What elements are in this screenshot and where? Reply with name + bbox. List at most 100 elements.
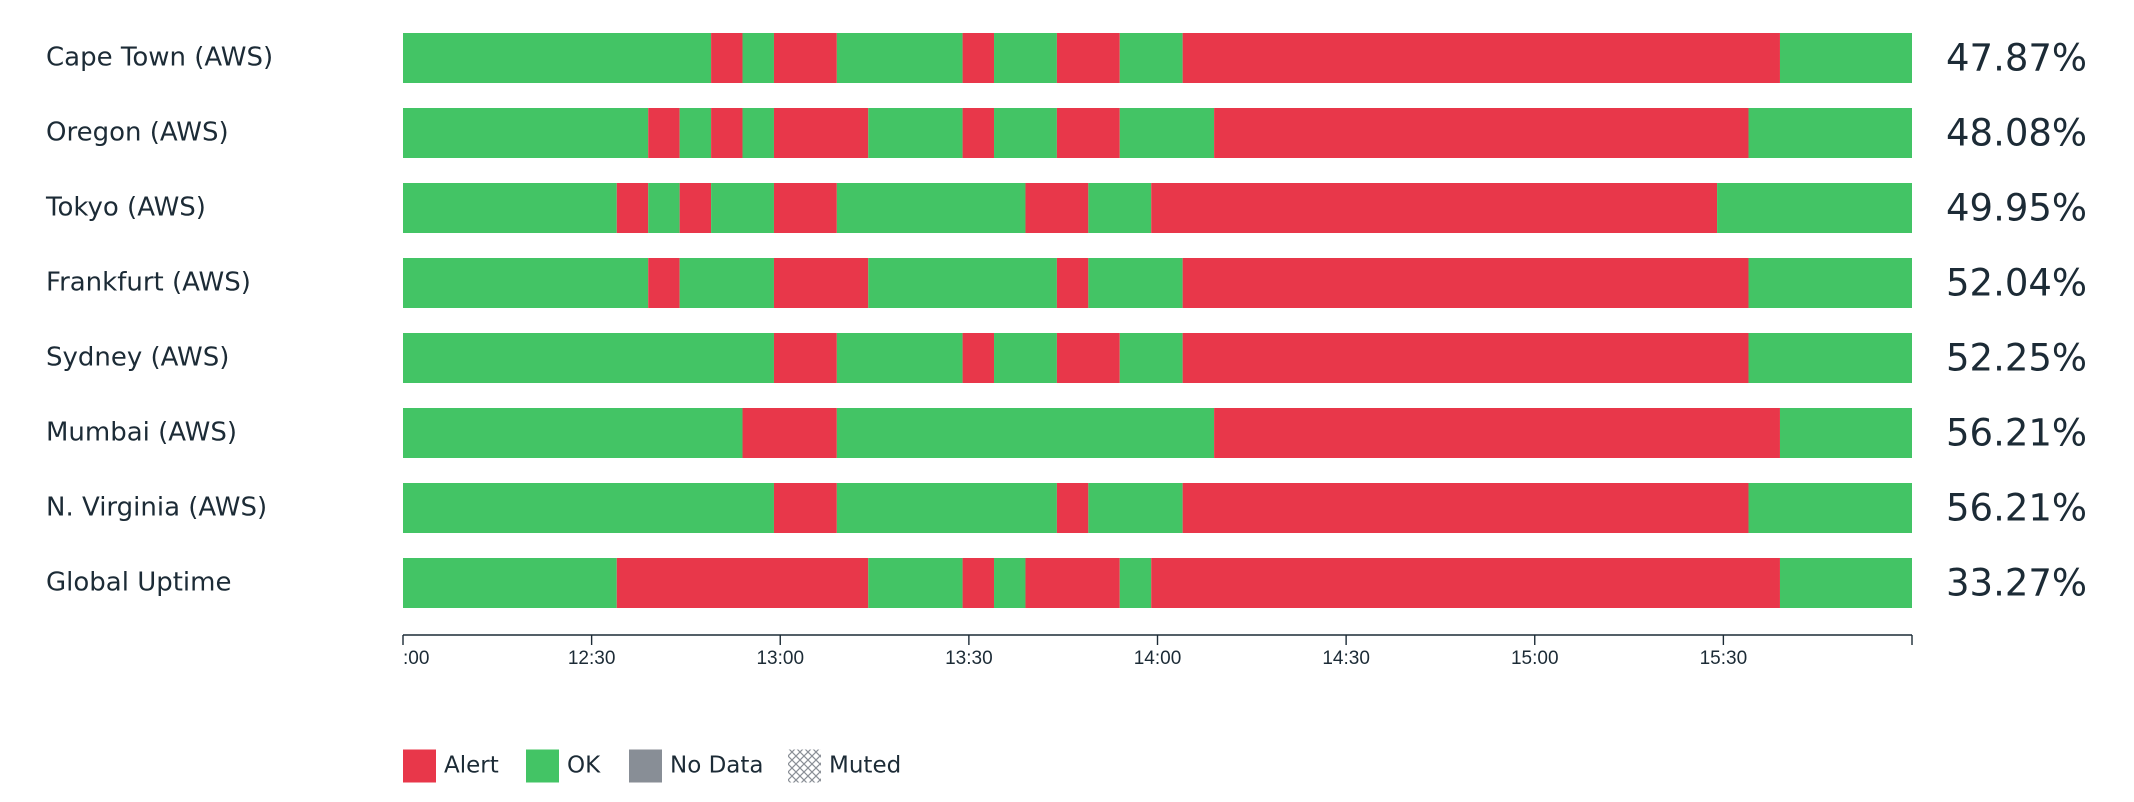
status-segment [1056, 258, 1089, 308]
status-segment [1748, 258, 1912, 308]
legend-label: No Data [670, 753, 764, 779]
status-segment [773, 483, 837, 533]
uptime-percentage: 48.08% [1946, 112, 2087, 155]
status-segment [1182, 258, 1749, 308]
status-segment [1056, 108, 1120, 158]
status-segment [1056, 33, 1120, 83]
row-label: Frankfurt (AWS) [46, 268, 251, 298]
status-segment [616, 183, 649, 233]
status-segment [1119, 108, 1215, 158]
status-segment [679, 258, 774, 308]
status-segment [1779, 408, 1912, 458]
legend-label: Alert [444, 753, 499, 779]
x-tick-label: 14:30 [1322, 648, 1370, 669]
status-segment [1779, 33, 1912, 83]
uptime-percentage: 56.21% [1946, 412, 2087, 455]
status-segment [1119, 33, 1183, 83]
status-segment [403, 558, 617, 608]
row-label: Sydney (AWS) [46, 343, 229, 373]
uptime-percentage: 33.27% [1946, 562, 2087, 605]
status-segment [679, 183, 712, 233]
status-segment [1025, 183, 1089, 233]
x-tick-label: 14:00 [1134, 648, 1182, 669]
status-segment [742, 33, 774, 83]
status-segment [742, 408, 837, 458]
status-segment [1151, 558, 1780, 608]
legend-swatch [629, 749, 662, 783]
status-segment [1088, 483, 1183, 533]
status-segment [1088, 183, 1152, 233]
status-segment [1748, 483, 1912, 533]
status-segment [403, 108, 649, 158]
status-segment [648, 183, 680, 233]
status-segment [742, 108, 774, 158]
status-segment [403, 333, 774, 383]
status-segment [962, 108, 995, 158]
status-segment [1182, 333, 1749, 383]
row-label: Cape Town (AWS) [46, 43, 273, 73]
status-segment [648, 258, 680, 308]
status-segment [403, 408, 743, 458]
uptime-percentage: 52.25% [1946, 337, 2087, 380]
status-segment [868, 108, 963, 158]
row-label: Global Uptime [46, 568, 231, 598]
status-segment [994, 108, 1057, 158]
status-segment [994, 333, 1057, 383]
status-segment [1025, 558, 1120, 608]
status-segment [1119, 558, 1152, 608]
x-tick-label: :00 [403, 648, 429, 669]
status-segment [1088, 258, 1183, 308]
status-segment [773, 333, 837, 383]
status-segment [1119, 333, 1183, 383]
x-tick-label: 13:00 [756, 648, 804, 669]
x-tick-label: 12:30 [568, 648, 616, 669]
legend-label: OK [567, 753, 601, 779]
status-segment [1056, 333, 1120, 383]
status-segment [1748, 108, 1912, 158]
row-label: Oregon (AWS) [46, 118, 229, 148]
status-segment [1717, 183, 1912, 233]
status-segment [836, 483, 1057, 533]
status-segment [836, 183, 1026, 233]
legend-swatch [788, 749, 821, 783]
status-segment [773, 258, 869, 308]
status-segment [773, 33, 837, 83]
status-segment [403, 483, 774, 533]
row-label: N. Virginia (AWS) [46, 493, 267, 523]
status-segment [962, 558, 995, 608]
status-segment [836, 33, 963, 83]
status-segment [994, 33, 1057, 83]
status-segment [1182, 483, 1749, 533]
row-label: Tokyo (AWS) [45, 193, 206, 223]
status-segment [962, 33, 995, 83]
row-label: Mumbai (AWS) [46, 418, 237, 448]
x-tick-label: 15:30 [1700, 648, 1748, 669]
status-segment [1151, 183, 1718, 233]
x-tick-label: 15:00 [1511, 648, 1559, 669]
status-segment [773, 183, 837, 233]
status-segment [679, 108, 712, 158]
status-segment [868, 258, 1057, 308]
status-segment [403, 258, 649, 308]
status-segment [616, 558, 869, 608]
status-segment [1214, 108, 1749, 158]
status-segment [962, 333, 995, 383]
status-segment [1779, 558, 1912, 608]
status-segment [1056, 483, 1089, 533]
legend-label: Muted [829, 753, 901, 779]
status-segment [773, 108, 869, 158]
uptime-percentage: 49.95% [1946, 187, 2087, 230]
status-segment [836, 333, 963, 383]
status-segment [711, 183, 774, 233]
status-segment [711, 33, 743, 83]
status-segment [1214, 408, 1780, 458]
status-segment [868, 558, 963, 608]
status-segment [836, 408, 1215, 458]
uptime-percentage: 47.87% [1946, 37, 2087, 80]
status-segment [403, 183, 617, 233]
uptime-percentage: 52.04% [1946, 262, 2087, 305]
x-tick-label: 13:30 [945, 648, 993, 669]
status-segment [711, 108, 743, 158]
uptime-percentage: 56.21% [1946, 487, 2087, 530]
